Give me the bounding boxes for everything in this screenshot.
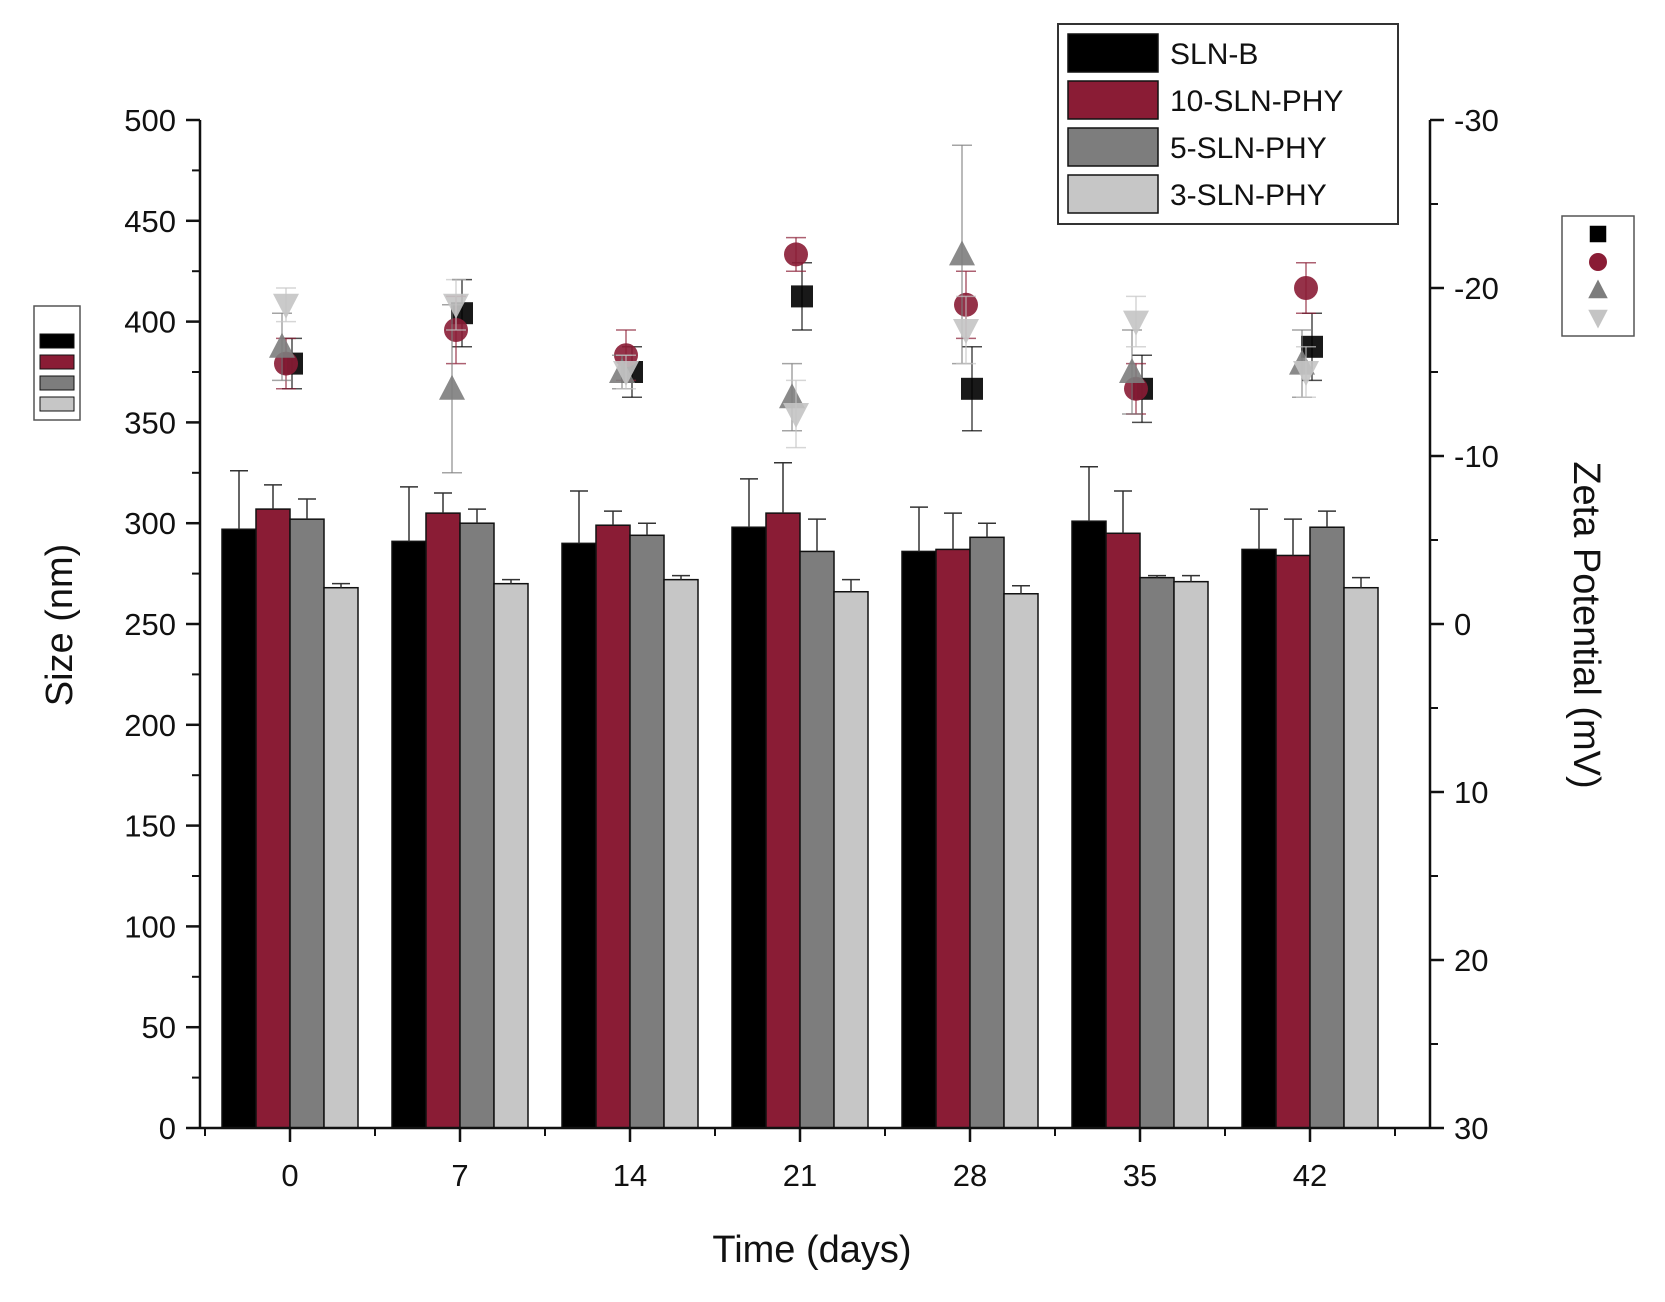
bar-legend: SLN-B 10-SLN-PHY 5-SLN-PHY 3-SLN-PHY: [1057, 23, 1399, 225]
bar: [289, 518, 325, 1129]
bar: [731, 526, 767, 1129]
y2-tick-label: -10: [1454, 439, 1499, 474]
bar: [459, 522, 495, 1129]
bar: [833, 590, 869, 1129]
bar: [765, 512, 801, 1129]
bar: [391, 540, 427, 1129]
y-tick-label: 250: [124, 607, 176, 642]
x-tick-label: 0: [281, 1158, 298, 1193]
bar: [1343, 586, 1379, 1129]
y2-tick-label: 30: [1454, 1111, 1488, 1146]
y-tick-label: 100: [124, 909, 176, 944]
zeta-legend-right: [1561, 215, 1635, 337]
y-tick-label: 0: [159, 1111, 176, 1146]
bar: [1071, 520, 1107, 1129]
zeta-point-circle: [1589, 253, 1607, 271]
y-tick-label: 450: [124, 204, 176, 239]
mini-legend-swatch: [39, 396, 75, 412]
zeta-points-layer: [269, 144, 1323, 474]
bar: [969, 536, 1005, 1129]
axes-layer: 0501001502002503003504004505003020100-10…: [124, 103, 1499, 1193]
zeta-point-triangle-down: [1588, 309, 1608, 329]
y-tick-label: 200: [124, 708, 176, 743]
zeta-point-triangle-down: [443, 293, 469, 319]
y-tick-label: 400: [124, 305, 176, 340]
zeta-point-square: [1589, 225, 1607, 243]
y-tick-label: 150: [124, 809, 176, 844]
legend-swatch: [1067, 80, 1159, 120]
zeta-point-circle: [1294, 276, 1318, 300]
legend-label: 3-SLN-PHY: [1170, 179, 1327, 212]
legend-label: 5-SLN-PHY: [1170, 132, 1327, 165]
bar: [425, 512, 461, 1129]
bar: [255, 508, 291, 1129]
mini-legend-swatch: [39, 354, 75, 370]
zeta-legend-left: [33, 305, 81, 421]
legend-label: SLN-B: [1170, 38, 1258, 71]
legend-swatch: [1067, 33, 1159, 73]
x-tick-label: 28: [953, 1158, 987, 1193]
zeta-point-circle: [784, 242, 808, 267]
zeta-point-triangle-down: [953, 319, 979, 344]
bar: [935, 548, 971, 1129]
bars-layer: [221, 508, 1379, 1129]
bar: [561, 542, 597, 1129]
zeta-point-triangle-up: [1119, 358, 1145, 383]
y2-tick-label: 0: [1454, 607, 1471, 642]
bar: [1139, 576, 1175, 1129]
zeta-point-triangle-down: [1123, 310, 1149, 336]
bar: [1173, 580, 1209, 1129]
x-axis-title: Time (days): [712, 1229, 911, 1271]
bar: [1105, 532, 1141, 1129]
y2-tick-label: -30: [1454, 103, 1499, 138]
y2-tick-label: 10: [1454, 775, 1488, 810]
zeta-point-triangle-up: [779, 383, 805, 409]
bar: [799, 550, 835, 1129]
mini-legend-swatch: [39, 375, 75, 391]
x-tick-label: 42: [1293, 1158, 1327, 1193]
bar: [663, 578, 699, 1129]
y-tick-label: 500: [124, 103, 176, 138]
bar: [901, 550, 937, 1129]
bar: [1275, 554, 1311, 1129]
bar: [1241, 548, 1277, 1129]
y-axis-title: Size (nm): [39, 544, 81, 707]
bar: [323, 586, 359, 1129]
mini-legend-swatch: [39, 333, 75, 349]
zeta-point-triangle-down: [273, 293, 299, 319]
bar: [221, 528, 257, 1129]
x-tick-label: 7: [451, 1158, 468, 1193]
bar: [1003, 593, 1039, 1129]
y-tick-label: 300: [124, 506, 176, 541]
legend-swatch: [1067, 174, 1159, 214]
y2-tick-label: 20: [1454, 943, 1488, 978]
y2-tick-label: -20: [1454, 271, 1499, 306]
y-tick-label: 50: [142, 1010, 176, 1045]
legend-label: 10-SLN-PHY: [1170, 85, 1343, 118]
zeta-point-triangle-down: [783, 403, 809, 428]
bar: [493, 582, 529, 1129]
y2-axis-title: Zeta Potential (mV): [1565, 461, 1607, 788]
zeta-point-triangle-up: [1588, 279, 1608, 299]
error-bars-layer: [230, 461, 1370, 594]
zeta-point-triangle-up: [439, 374, 465, 400]
x-tick-label: 21: [783, 1158, 817, 1193]
bar: [595, 524, 631, 1129]
zeta-point-square: [791, 285, 813, 308]
zeta-point-triangle-down: [1293, 361, 1319, 386]
legend-swatch: [1067, 127, 1159, 167]
bar: [629, 534, 665, 1129]
x-tick-label: 14: [613, 1158, 647, 1193]
zeta-point-triangle-up: [269, 332, 295, 358]
bar: [1309, 526, 1345, 1129]
zeta-point-triangle-up: [949, 240, 975, 266]
y-tick-label: 350: [124, 405, 176, 440]
zeta-point-square: [961, 377, 983, 400]
x-tick-label: 35: [1123, 1158, 1157, 1193]
zeta-point-triangle-down: [613, 361, 639, 386]
